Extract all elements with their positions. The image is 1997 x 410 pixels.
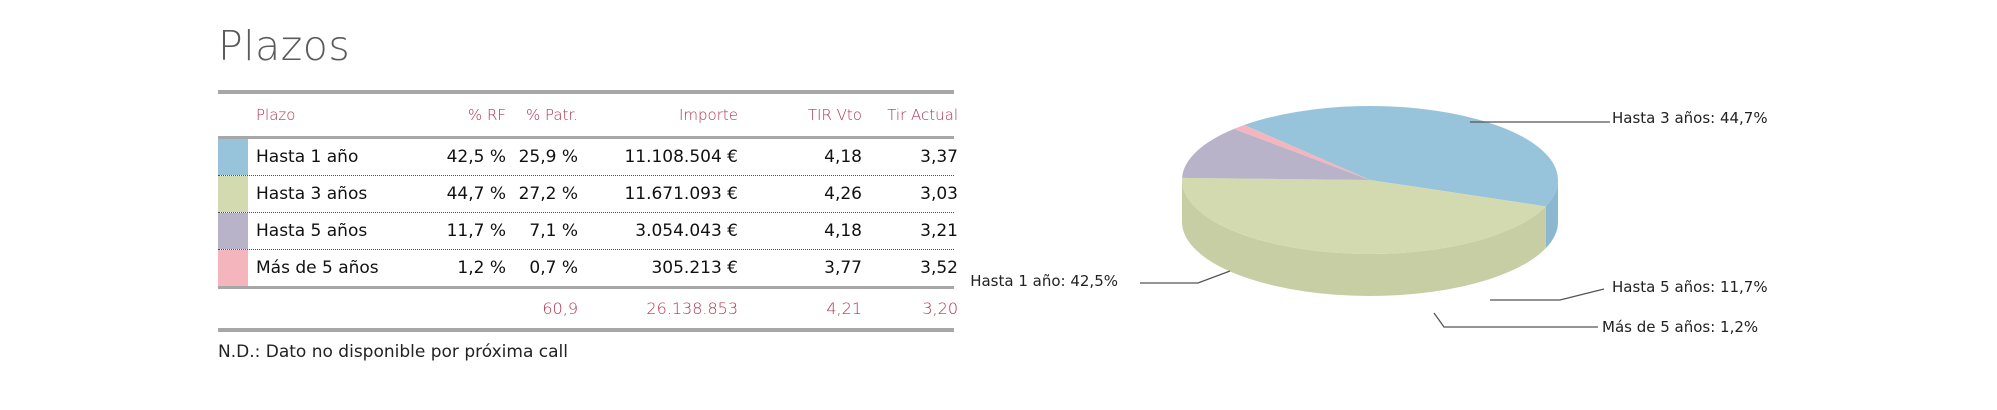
total-tir-vto: 4,21	[826, 299, 862, 318]
table-row: Hasta 5 años 11,7 % 7,1 % 3.054.043 € 4,…	[218, 213, 958, 250]
cell-importe: 11.671.093 €	[624, 184, 738, 204]
table-header-rule	[218, 136, 954, 139]
cell-plazo: Hasta 5 años	[256, 221, 368, 241]
header-plazo: Plazo	[256, 106, 296, 124]
maturity-table: Plazo % RF % Patr. Importe TIR Vto Tir A…	[218, 90, 958, 332]
cell-importe: 3.054.043 €	[635, 221, 738, 241]
cell-rf: 11,7 %	[446, 221, 506, 241]
cell-tir-actual: 3,21	[920, 221, 958, 241]
table-total-rule	[218, 286, 954, 289]
data-label-hasta-3-anos: Hasta 3 años: 44,7%	[1612, 109, 1768, 127]
color-swatch	[218, 250, 248, 286]
cell-patr: 27,2 %	[518, 184, 578, 204]
header-importe: Importe	[678, 106, 738, 124]
pie-slice-hasta-5-anos	[1182, 128, 1370, 180]
cell-patr: 7,1 %	[529, 221, 578, 241]
footnote: N.D.: Dato no disponible por próxima cal…	[218, 342, 568, 362]
data-label-hasta-5-anos: Hasta 5 años: 11,7%	[1612, 278, 1768, 296]
color-swatch	[218, 139, 248, 175]
cell-importe: 305.213 €	[651, 258, 738, 278]
cell-patr: 0,7 %	[529, 258, 578, 278]
cell-importe: 11.108.504 €	[624, 147, 738, 167]
cell-plazo: Hasta 3 años	[256, 184, 368, 204]
total-tir-actual: 3,20	[922, 299, 958, 318]
total-patr: 60,9	[542, 299, 578, 318]
cell-tir-vto: 4,18	[824, 221, 862, 241]
table-row: Más de 5 años 1,2 % 0,7 % 305.213 € 3,77…	[218, 250, 958, 286]
cell-patr: 25,9 %	[518, 147, 578, 167]
header-patr: % Patr.	[525, 106, 578, 124]
cell-plazo: Más de 5 años	[256, 258, 379, 278]
table-total-row: 60,9 26.138.853 4,21 3,20	[218, 289, 958, 328]
table-header-row: Plazo % RF % Patr. Importe TIR Vto Tir A…	[218, 94, 958, 136]
page-title: Plazos	[218, 22, 351, 70]
cell-tir-actual: 3,52	[920, 258, 958, 278]
pie-slices	[1182, 105, 1559, 255]
pie-side-hasta-1-ano	[1545, 180, 1558, 249]
leader-line-hasta-5-anos	[1490, 288, 1605, 301]
pie-slice-hasta-1-ano	[1244, 105, 1559, 207]
leader-line-hasta-1-ano	[1140, 270, 1231, 284]
cell-tir-actual: 3,03	[920, 184, 958, 204]
cell-rf: 44,7 %	[446, 184, 506, 204]
data-label-mas-de-5-anos: Más de 5 años: 1,2%	[1602, 318, 1758, 336]
table-row: Hasta 3 años 44,7 % 27,2 % 11.671.093 € …	[218, 176, 958, 213]
color-swatch	[218, 213, 248, 249]
cell-plazo: Hasta 1 año	[256, 147, 359, 167]
leader-line-mas-de-5-anos	[1433, 312, 1598, 328]
cell-tir-actual: 3,37	[920, 147, 958, 167]
cell-tir-vto: 4,26	[824, 184, 862, 204]
pie-side-hasta-3-anos	[1181, 180, 1546, 297]
cell-rf: 42,5 %	[446, 147, 506, 167]
pie-slice-hasta-3-anos	[1182, 177, 1546, 255]
data-label-hasta-1-ano: Hasta 1 año: 42,5%	[970, 272, 1118, 290]
table-top-rule	[218, 90, 954, 94]
pie-sides	[1181, 180, 1558, 297]
table-row: Hasta 1 año 42,5 % 25,9 % 11.108.504 € 4…	[218, 139, 958, 176]
cell-rf: 1,2 %	[457, 258, 506, 278]
pie-slice-mas-de-5-anos	[1234, 125, 1370, 180]
header-rf: % RF	[467, 106, 506, 124]
table-bottom-rule	[218, 328, 954, 332]
color-swatch	[218, 176, 248, 212]
cell-tir-vto: 4,18	[824, 147, 862, 167]
pie-labels: Hasta 1 año: 42,5% Hasta 3 años: 44,7% Has…	[970, 109, 1767, 336]
total-importe: 26.138.853	[646, 299, 738, 318]
header-tir-actual: Tir Actual	[887, 106, 958, 124]
header-tir-vto: TIR Vto	[807, 106, 862, 124]
cell-tir-vto: 3,77	[824, 258, 862, 278]
